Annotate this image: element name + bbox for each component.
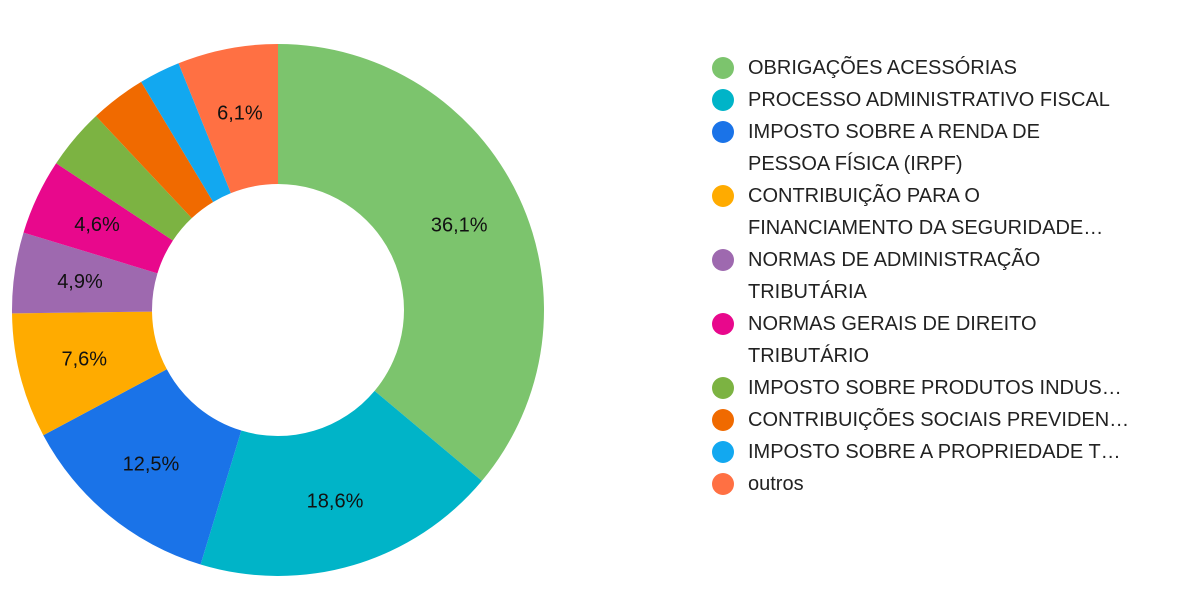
legend: OBRIGAÇÕES ACESSÓRIAS PROCESSO ADMINISTRA… — [712, 52, 1182, 500]
legend-swatch — [712, 473, 734, 495]
legend-label-line: CONTRIBUIÇÃO PARA O — [748, 185, 980, 207]
donut-slice — [178, 44, 278, 194]
slice-value-label: 12,5% — [123, 454, 180, 476]
legend-label: CONTRIBUIÇÕES SOCIAIS PREVIDEN… — [748, 404, 1129, 436]
legend-item[interactable]: CONTRIBUIÇÕES SOCIAIS PREVIDEN… — [712, 404, 1182, 436]
donut-chart: 36,1% 18,6% 12,5% 7,6% 4,9% 4,6% 6,1% — [0, 0, 560, 604]
legend-item[interactable]: outros — [712, 468, 1182, 500]
slice-value-label: 18,6% — [307, 491, 364, 513]
legend-item[interactable]: IMPOSTO SOBRE A PROPRIEDADE T… — [712, 436, 1182, 468]
legend-label: NORMAS GERAIS DE DIREITO TRIBUTÁRIO — [748, 308, 1037, 372]
donut-slice — [200, 390, 482, 576]
legend-label-line: IMPOSTO SOBRE A PROPRIEDADE T… — [748, 441, 1121, 463]
legend-label-line: TRIBUTÁRIA — [748, 281, 867, 303]
legend-swatch — [712, 185, 734, 207]
legend-swatch — [712, 121, 734, 143]
legend-item[interactable]: NORMAS DE ADMINISTRAÇÃO TRIBUTÁRIA — [712, 244, 1182, 308]
legend-label-line: FINANCIAMENTO DA SEGURIDADE… — [748, 217, 1104, 239]
donut-slice — [56, 116, 192, 241]
legend-label: IMPOSTO SOBRE A PROPRIEDADE T… — [748, 436, 1121, 468]
slice-value-label: 7,6% — [61, 349, 107, 371]
legend-swatch — [712, 89, 734, 111]
slice-value-label: 36,1% — [431, 214, 488, 236]
legend-label-line: TRIBUTÁRIO — [748, 345, 870, 367]
legend-item[interactable]: OBRIGAÇÕES ACESSÓRIAS — [712, 52, 1182, 84]
legend-label: NORMAS DE ADMINISTRAÇÃO TRIBUTÁRIA — [748, 244, 1040, 308]
legend-label-line: IMPOSTO SOBRE A RENDA DE — [748, 121, 1040, 143]
legend-item[interactable]: IMPOSTO SOBRE PRODUTOS INDUS… — [712, 372, 1182, 404]
donut-slice — [43, 369, 242, 565]
legend-label-line: NORMAS GERAIS DE DIREITO — [748, 313, 1037, 335]
donut-svg: 36,1% 18,6% 12,5% 7,6% 4,9% 4,6% 6,1% — [11, 44, 545, 576]
slice-value-label: 6,1% — [217, 103, 263, 125]
legend-item[interactable]: NORMAS GERAIS DE DIREITO TRIBUTÁRIO — [712, 308, 1182, 372]
legend-item[interactable]: PROCESSO ADMINISTRATIVO FISCAL — [712, 84, 1182, 116]
legend-swatch — [712, 313, 734, 335]
slice-value-label: 4,6% — [74, 214, 120, 236]
donut-slice — [23, 163, 173, 274]
legend-label: PROCESSO ADMINISTRATIVO FISCAL — [748, 84, 1110, 116]
legend-item[interactable]: IMPOSTO SOBRE A RENDA DE PESSOA FÍSICA (I… — [712, 116, 1182, 180]
legend-label-line: PESSOA FÍSICA (IRPF) — [748, 153, 963, 175]
legend-swatch — [712, 441, 734, 463]
donut-slice — [141, 63, 231, 202]
legend-label: outros — [748, 468, 804, 500]
slice-value-label: 4,9% — [57, 271, 103, 293]
donut-slice — [278, 44, 545, 481]
legend-swatch — [712, 57, 734, 79]
donut-slice — [11, 232, 158, 314]
legend-label: CONTRIBUIÇÃO PARA O FINANCIAMENTO DA SEGU… — [748, 180, 1103, 244]
legend-label: IMPOSTO SOBRE PRODUTOS INDUS… — [748, 372, 1122, 404]
donut-slice — [12, 311, 167, 436]
legend-label: IMPOSTO SOBRE A RENDA DE PESSOA FÍSICA (I… — [748, 116, 1040, 180]
donut-slice — [95, 81, 214, 219]
legend-label-line: PROCESSO ADMINISTRATIVO FISCAL — [748, 89, 1110, 111]
legend-label-line: CONTRIBUIÇÕES SOCIAIS PREVIDEN… — [748, 409, 1130, 431]
legend-label: OBRIGAÇÕES ACESSÓRIAS — [748, 52, 1017, 84]
legend-label-line: IMPOSTO SOBRE PRODUTOS INDUS… — [748, 377, 1122, 399]
legend-swatch — [712, 249, 734, 271]
legend-label-line: OBRIGAÇÕES ACESSÓRIAS — [748, 57, 1017, 79]
legend-swatch — [712, 409, 734, 431]
legend-label-line: NORMAS DE ADMINISTRAÇÃO — [748, 249, 1041, 271]
legend-swatch — [712, 377, 734, 399]
legend-item[interactable]: CONTRIBUIÇÃO PARA O FINANCIAMENTO DA SEGU… — [712, 180, 1182, 244]
legend-label-line: outros — [748, 473, 804, 495]
